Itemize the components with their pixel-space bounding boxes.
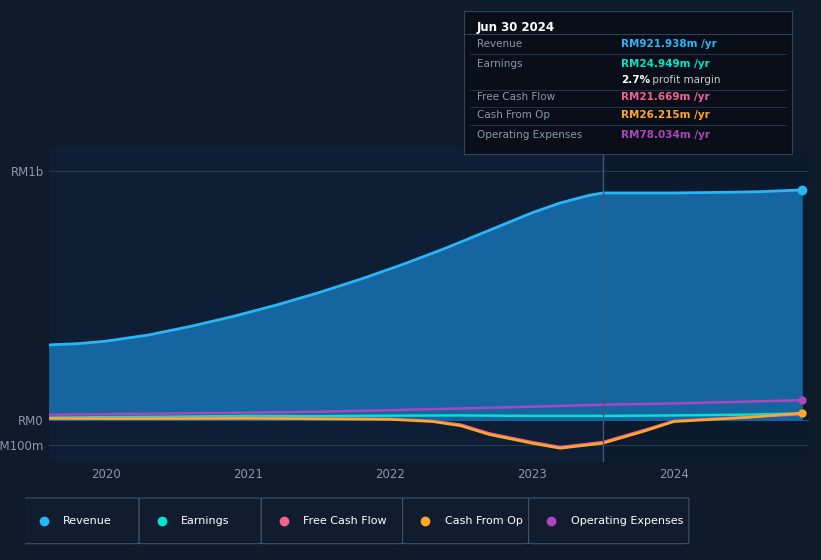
FancyBboxPatch shape bbox=[21, 498, 140, 544]
Text: RM24.949m /yr: RM24.949m /yr bbox=[621, 59, 710, 69]
Text: Earnings: Earnings bbox=[477, 59, 522, 69]
FancyBboxPatch shape bbox=[140, 498, 261, 544]
Text: Free Cash Flow: Free Cash Flow bbox=[303, 516, 387, 526]
Text: Cash From Op: Cash From Op bbox=[445, 516, 522, 526]
Bar bbox=[603, 146, 821, 462]
Text: RM78.034m /yr: RM78.034m /yr bbox=[621, 130, 710, 141]
Text: RM21.669m /yr: RM21.669m /yr bbox=[621, 92, 710, 102]
Text: profit margin: profit margin bbox=[649, 74, 721, 85]
FancyBboxPatch shape bbox=[261, 498, 402, 544]
FancyBboxPatch shape bbox=[402, 498, 529, 544]
Text: Cash From Op: Cash From Op bbox=[477, 110, 550, 120]
Text: Revenue: Revenue bbox=[63, 516, 112, 526]
Text: Free Cash Flow: Free Cash Flow bbox=[477, 92, 555, 102]
Text: Revenue: Revenue bbox=[477, 39, 522, 49]
Text: 2.7%: 2.7% bbox=[621, 74, 650, 85]
Text: Operating Expenses: Operating Expenses bbox=[571, 516, 683, 526]
Text: Jun 30 2024: Jun 30 2024 bbox=[477, 21, 555, 34]
Text: RM26.215m /yr: RM26.215m /yr bbox=[621, 110, 710, 120]
Text: Earnings: Earnings bbox=[181, 516, 230, 526]
Text: Operating Expenses: Operating Expenses bbox=[477, 130, 582, 141]
Text: RM921.938m /yr: RM921.938m /yr bbox=[621, 39, 718, 49]
FancyBboxPatch shape bbox=[529, 498, 689, 544]
